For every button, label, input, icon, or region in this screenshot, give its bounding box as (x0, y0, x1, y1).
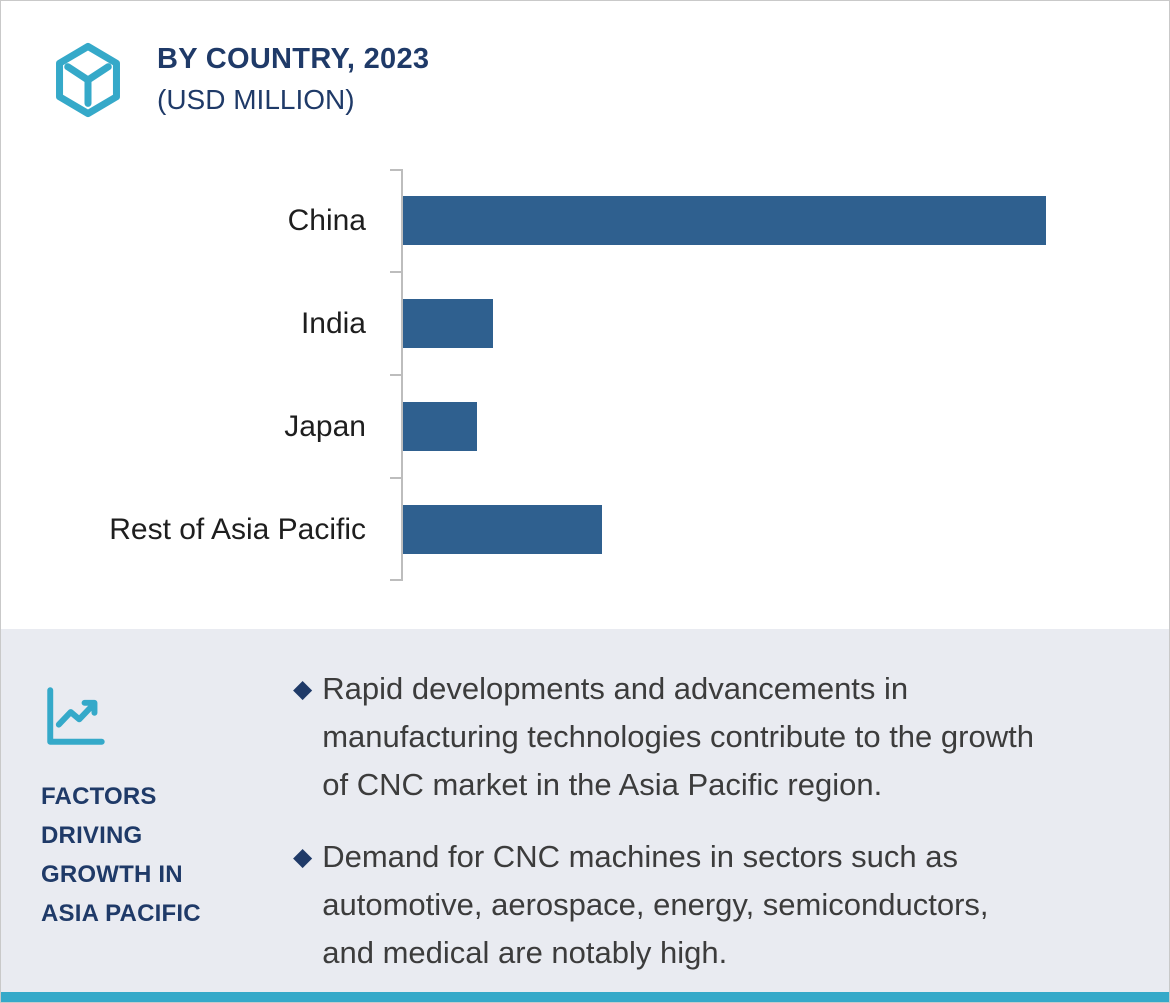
chart-row-india: India (1, 272, 1169, 375)
chart-row-china: China (1, 169, 1169, 272)
chart-subtitle: (USD MILLION) (157, 84, 355, 115)
chart-header: BY COUNTRY, 2023 (USD MILLION) (1, 1, 1169, 119)
factors-panel: FACTORS DRIVING GROWTH IN ASIA PACIFIC ◆… (1, 629, 1169, 992)
bullet-item: ◆ Rapid developments and advancements in… (293, 665, 1169, 809)
category-label: India (300, 306, 366, 340)
axis-tick (390, 477, 401, 479)
chart-row-rest-of-asia-pacific: Rest of Asia Pacific (1, 478, 1169, 581)
y-axis-line (390, 169, 403, 581)
bar-chart: China India Japan Rest of Asia Pacific (1, 169, 1169, 581)
accent-bar (1, 992, 1169, 1002)
diamond-bullet-icon: ◆ (293, 675, 313, 703)
factors-panel-left: FACTORS DRIVING GROWTH IN ASIA PACIFIC (1, 629, 293, 992)
factors-heading: FACTORS DRIVING GROWTH IN ASIA PACIFIC (41, 777, 293, 933)
axis-tick (390, 374, 401, 376)
factors-heading-line: DRIVING (41, 822, 143, 849)
bar-china (403, 196, 1046, 245)
factors-panel-right: ◆ Rapid developments and advancements in… (293, 629, 1169, 992)
chart-titles: BY COUNTRY, 2023 (USD MILLION) (157, 41, 429, 116)
bullet-text: Rapid developments and advancements in m… (322, 671, 1034, 802)
axis-tick (390, 579, 401, 581)
hexagon-cube-icon (49, 41, 127, 119)
factors-heading-line: ASIA PACIFIC (41, 900, 201, 927)
axis-tick (390, 169, 401, 171)
chart-row-japan: Japan (1, 375, 1169, 478)
axis-tick (390, 271, 401, 273)
bullet-item: ◆ Demand for CNC machines in sectors suc… (293, 833, 1169, 977)
category-label: Rest of Asia Pacific (109, 512, 366, 546)
category-label: Japan (284, 409, 366, 443)
line-chart-icon (41, 685, 293, 751)
factors-heading-line: GROWTH IN (41, 861, 183, 888)
category-label: China (287, 203, 366, 237)
bar-rest-of-asia-pacific (403, 505, 602, 554)
bar-india (403, 299, 493, 348)
bullet-text: Demand for CNC machines in sectors such … (322, 839, 989, 970)
chart-title: BY COUNTRY, 2023 (157, 43, 430, 75)
factors-heading-line: FACTORS (41, 783, 157, 810)
bar-japan (403, 402, 477, 451)
diamond-bullet-icon: ◆ (293, 843, 313, 871)
